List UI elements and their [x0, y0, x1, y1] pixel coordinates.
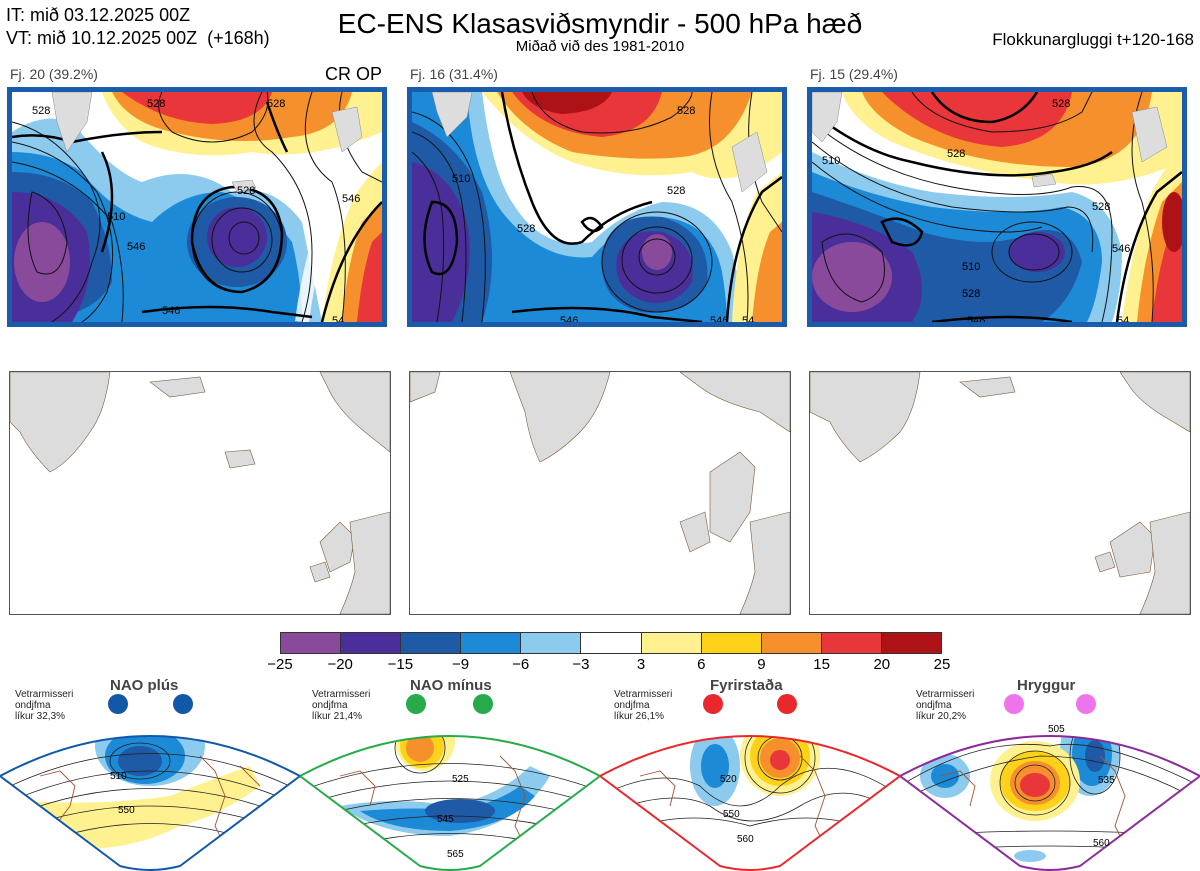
contour-label: 546 — [127, 241, 145, 253]
colorbar-tick-label: −25 — [267, 656, 293, 673]
contour-label: 528 — [1092, 201, 1110, 213]
colorbar-tick-label: −6 — [512, 656, 530, 673]
regime-note: Vetrarmisseri ondjfma líkur 32,3% — [15, 689, 74, 722]
colorbar-tick-label: −20 — [327, 656, 353, 673]
regime-ridge: Hryggur Vetrarmisseri ondjfma líkur 20,2… — [900, 676, 1200, 871]
regime-label: 510 — [110, 771, 127, 782]
contour-label: 528 — [237, 185, 255, 197]
regime-nao-minus: NAO mínus Vetrarmisseri ondjfma líkur 21… — [300, 676, 600, 871]
regime-dot — [173, 694, 193, 714]
regime-dot — [473, 694, 493, 714]
valid-time: VT: mið 10.12.2025 00Z (+168h) — [6, 28, 270, 48]
contour-label: 528 — [1052, 98, 1070, 110]
colorbar-tick-label: 6 — [697, 656, 706, 673]
regime-label: 525 — [452, 774, 469, 785]
regime-nao-plus: NAO plús Vetrarmisseri ondjfma líkur 32,… — [0, 676, 300, 871]
colorbar-swatch — [401, 633, 462, 653]
colorbar-tick-label: 9 — [757, 656, 766, 673]
colorbar-ticks: −25 −20 −15 −9 −6 −3 3 6 9 15 20 25 — [267, 654, 950, 674]
contour-label: 528 — [667, 185, 685, 197]
colorbar-swatch — [281, 633, 342, 653]
colorbar-tick-label: −15 — [387, 656, 414, 673]
contour-label: 546 — [162, 305, 180, 317]
colorbar-swatch — [701, 633, 762, 653]
colorbar-swatch — [461, 633, 522, 653]
contour-label: 546 — [710, 315, 728, 322]
regime-label: 565 — [447, 849, 464, 860]
colorbar-swatch — [821, 633, 882, 653]
regime-dot — [703, 694, 723, 714]
regime-title: Fyrirstaða — [710, 677, 783, 694]
contour-label: 510 — [962, 261, 980, 273]
contour-label: 528 — [147, 98, 165, 110]
contour-label: 546 — [560, 315, 578, 322]
cluster-3-label: Fj. 15 (29.4%) — [810, 66, 898, 82]
colorbar-swatch — [341, 633, 402, 653]
regime-dot — [1004, 694, 1024, 714]
page-subtitle: Miðað við des 1981-2010 — [515, 38, 685, 55]
contour-label: 54 — [332, 315, 344, 322]
colorbar-swatch — [881, 633, 942, 653]
regime-label: 505 — [1048, 724, 1065, 735]
colorbar-tick-label: 3 — [636, 656, 646, 673]
colorbar-swatch — [521, 633, 582, 653]
cluster-1-map: 528 528 528 510 528 546 546 54 546 — [7, 87, 387, 327]
cluster-2-label: Fj. 16 (31.4%) — [410, 66, 498, 82]
cluster-2-map: 528 510 528 528 546 54 546 — [407, 87, 787, 327]
page-title: EC-ENS Klasasviðsmyndir - 500 hPa hæð — [337, 8, 863, 39]
contour-label: 546 — [1112, 243, 1130, 255]
regime-blocking: Fyrirstaða Vetrarmisseri ondjfma líkur 2… — [600, 676, 900, 871]
regime-label: 535 — [1098, 775, 1115, 786]
colorbar-swatch — [761, 633, 822, 653]
regime-note: Vetrarmisseri ondjfma líkur 21,4% — [312, 689, 371, 722]
colorbar-swatches — [280, 632, 942, 654]
colorbar-tick-label: 20 — [873, 656, 891, 673]
colorbar-tick-label: 25 — [933, 656, 951, 673]
regime-title: Hryggur — [1017, 677, 1076, 694]
contour-label: 546 — [967, 315, 985, 322]
contour-label: 528 — [947, 148, 965, 160]
blank-map-2 — [409, 371, 791, 615]
blank-map-1 — [9, 371, 391, 615]
issue-time: IT: mið 03.12.2025 00Z — [6, 5, 191, 25]
contour-label: 528 — [962, 288, 980, 300]
regime-label: 550 — [118, 805, 135, 816]
blank-map-3 — [809, 371, 1191, 615]
contour-label: 528 — [517, 223, 535, 235]
contour-label: 510 — [822, 155, 840, 167]
regime-title: NAO plús — [110, 677, 179, 694]
cluster-1-extra: CR OP — [325, 64, 383, 84]
classification-window: Flokkunargluggi t+120-168 — [992, 30, 1194, 49]
header-dates: IT: mið 03.12.2025 00Z VT: mið 10.12.202… — [6, 4, 270, 50]
regime-label: 545 — [437, 814, 454, 825]
contour-label: 54 — [1117, 315, 1129, 322]
contour-label: 510 — [107, 211, 125, 223]
regime-label: 560 — [1093, 838, 1110, 849]
regime-label: 550 — [723, 809, 740, 820]
regime-dot — [108, 694, 128, 714]
colorbar-tick-label: 15 — [813, 656, 830, 673]
cluster-1-label: Fj. 20 (39.2%) — [10, 66, 98, 82]
regime-dot — [1076, 694, 1096, 714]
colorbar: −25 −20 −15 −9 −6 −3 3 6 9 15 20 25 — [267, 632, 950, 674]
contour-label: 54 — [742, 315, 754, 322]
regime-note: Vetrarmisseri ondjfma líkur 26,1% — [614, 689, 673, 722]
contour-label: 510 — [452, 173, 470, 185]
colorbar-swatch — [581, 633, 642, 653]
regime-note: Vetrarmisseri ondjfma líkur 20,2% — [916, 689, 975, 722]
contour-label: 528 — [267, 98, 285, 110]
contour-label: 528 — [677, 105, 695, 117]
contour-label: 528 — [32, 105, 50, 117]
colorbar-tick-label: −9 — [451, 656, 470, 673]
regime-title: NAO mínus — [410, 677, 492, 694]
regime-dot — [406, 694, 426, 714]
regime-dot — [777, 694, 797, 714]
colorbar-tick-label: −3 — [572, 656, 590, 673]
regime-label: 560 — [737, 834, 754, 845]
cluster-3-map: 528 528 510 528 510 528 546 546 54 — [807, 87, 1187, 327]
regime-label: 520 — [720, 774, 737, 785]
contour-label: 546 — [342, 193, 360, 205]
colorbar-swatch — [641, 633, 702, 653]
